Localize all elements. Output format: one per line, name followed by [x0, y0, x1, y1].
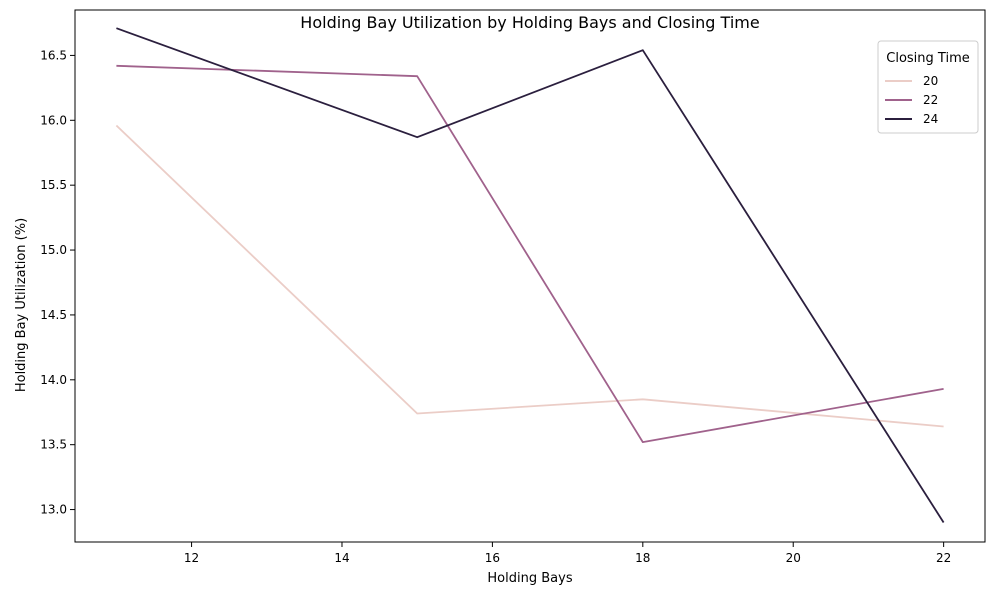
- y-tick-label: 13.0: [40, 503, 67, 517]
- y-tick-label: 14.5: [40, 308, 67, 322]
- chart-title: Holding Bay Utilization by Holding Bays …: [300, 13, 759, 32]
- y-tick-label: 13.5: [40, 438, 67, 452]
- legend-label-22: 22: [923, 93, 938, 107]
- x-axis-label: Holding Bays: [487, 571, 572, 586]
- y-tick-label: 16.0: [40, 113, 67, 127]
- x-tick-label: 16: [485, 551, 500, 565]
- plot-frame: [74, 9, 986, 543]
- legend-label-20: 20: [923, 74, 938, 88]
- series-line-24: [116, 27, 945, 523]
- series-line-20: [115, 124, 944, 428]
- legend: Closing Time 20 22 24: [877, 40, 979, 134]
- x-tick-label: 12: [184, 551, 199, 565]
- x-axis: 12 14 16 18 20 22: [184, 542, 951, 565]
- legend-title: Closing Time: [886, 51, 969, 66]
- x-tick-label: 20: [786, 551, 801, 565]
- y-tick-label: 16.5: [40, 48, 67, 62]
- y-tick-label: 15.0: [40, 243, 67, 257]
- legend-label-24: 24: [923, 112, 938, 126]
- y-axis: 13.0 13.5 14.0 14.5 15.0 15.5 16.0 16.5: [40, 48, 75, 517]
- x-tick-label: 18: [635, 551, 650, 565]
- y-axis-label: Holding Bay Utilization (%): [14, 218, 29, 392]
- series-line-22: [116, 64, 944, 444]
- x-tick-label: 22: [936, 551, 951, 565]
- legend-box: [877, 40, 979, 134]
- y-tick-label: 15.5: [40, 178, 67, 192]
- x-tick-label: 14: [334, 551, 349, 565]
- y-tick-label: 14.0: [40, 373, 67, 387]
- series-lines: [115, 27, 945, 523]
